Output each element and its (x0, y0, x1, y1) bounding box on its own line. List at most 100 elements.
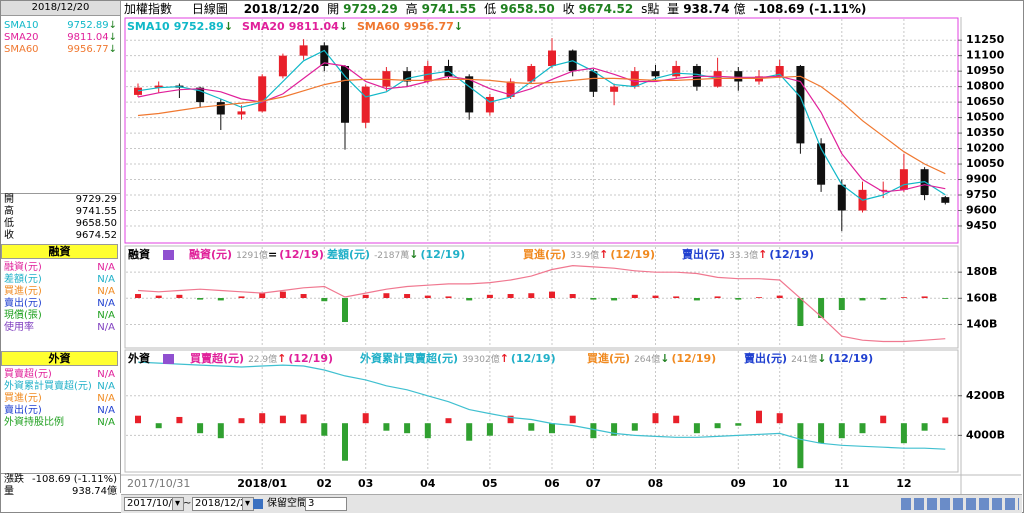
y-tick-label: 10650 (966, 95, 1005, 108)
bar (921, 423, 928, 431)
candle-body (361, 86, 370, 123)
x-tick-label: 12 (896, 477, 911, 490)
close-label: 收 (562, 2, 575, 16)
start-date[interactable]: 2017/10/31 (124, 497, 185, 511)
legend-value: 1291億 (236, 249, 268, 261)
bar (238, 418, 245, 424)
value: 9674.52 (75, 230, 117, 241)
legend-entry: 外資累計買賣超(元) 39302億↑ (12/19) (359, 351, 556, 365)
legend-date: (12/19) (610, 248, 655, 261)
trend: ↓ (339, 20, 348, 33)
sma-value: 9811.04↓ (67, 32, 117, 44)
bar (900, 297, 907, 299)
legend-entry: SMA60 9956.77↓ (357, 20, 463, 33)
value: N/A (97, 310, 115, 321)
trend: ↑ (277, 352, 286, 365)
date: 2018/12/20 (243, 2, 320, 16)
info-row: 買進(元) N/A (1, 286, 118, 298)
candle-body (941, 197, 950, 203)
value: N/A (97, 322, 115, 333)
series-line (137, 62, 946, 193)
margin-section: 融資 融資(元) N/A 差額(元) N/A 買進(元) N/A 賣出(元) N/A 現償(張) N… (1, 244, 118, 334)
trend: ↓ (817, 352, 826, 365)
panel-label: 融資 (128, 247, 150, 261)
value: -108.69 (-1.11%) (32, 474, 117, 485)
label: 高 (4, 206, 14, 217)
y-tick-label: 10050 (966, 157, 1005, 170)
bar (714, 423, 721, 429)
label: 買賣超(元) (4, 369, 52, 380)
value: 9741.55 (75, 206, 117, 217)
candle-body (341, 65, 349, 123)
bar (404, 423, 411, 434)
y-tick-label: 10500 (966, 111, 1005, 124)
value: N/A (97, 405, 115, 416)
info-row: 買進(元) N/A (1, 393, 118, 405)
legend-date: (12/19) (769, 248, 814, 261)
unit: s點 (641, 2, 660, 16)
bar (507, 415, 514, 424)
legend-name: 外資累計買賣超(元) (359, 351, 458, 365)
bar (383, 293, 390, 299)
volume-label: 量 (667, 2, 680, 16)
info-row: 買賣超(元) N/A (1, 369, 118, 381)
series-line (137, 75, 946, 175)
y-tick-label: 10800 (966, 80, 1005, 93)
reserve-input[interactable]: 3 (305, 497, 347, 511)
value: N/A (97, 381, 115, 392)
candle-body (154, 85, 163, 88)
bar (486, 294, 493, 299)
series-line (137, 264, 946, 343)
end-date[interactable]: 2018/12/20 (192, 497, 253, 511)
y-tick-label: 9450 (966, 219, 997, 232)
bar (942, 417, 949, 424)
x-tick-label: 08 (648, 477, 663, 490)
legend-value: 39302億 (462, 353, 500, 365)
legend-entry: SMA20 9811.04↓ (242, 20, 348, 33)
value: N/A (97, 417, 115, 428)
trend: = (268, 248, 277, 261)
candle-body (589, 71, 598, 92)
legend-value: -2187萬 (374, 249, 409, 261)
legend-date: (12/19) (288, 352, 333, 365)
legend-value: 33.9億 (570, 249, 599, 261)
bar (838, 423, 845, 439)
tool-icons[interactable] (901, 498, 1019, 510)
y-tick-label: 9900 (966, 173, 997, 186)
high-label: 高 (405, 2, 418, 16)
volume: 938.74 (683, 2, 730, 16)
open-label: 開 (327, 2, 340, 16)
candle-body (506, 81, 515, 97)
y-tick-label: 160B (966, 291, 997, 304)
chart: 9450 9600 9750 9900 10050 10200 10350 10500 1065… (121, 17, 1021, 494)
bar (673, 296, 680, 299)
bar (631, 423, 638, 431)
series-line (137, 361, 946, 450)
bar (155, 295, 162, 299)
bar (279, 291, 286, 299)
legend-date: (12/19) (511, 352, 556, 365)
trend: ↑ (500, 352, 509, 365)
bar (942, 298, 949, 299)
legend-date: (12/19) (420, 248, 465, 261)
value: N/A (97, 274, 115, 285)
dropdown[interactable]: ▾ (172, 497, 184, 511)
y-tick-label: 9600 (966, 203, 997, 216)
info-row: 使用率 N/A (1, 322, 118, 334)
low: 9658.50 (500, 2, 555, 16)
icon[interactable] (253, 499, 263, 509)
x-tick-label: 02 (317, 477, 332, 490)
legend-value: 22.9億 (248, 353, 277, 365)
legend-date: (12/19) (671, 352, 716, 365)
label: 收 (4, 230, 14, 241)
legend-name: 買進(元) (523, 247, 566, 261)
bar (611, 423, 618, 436)
bar (176, 294, 183, 299)
trend: ↓ (108, 44, 117, 55)
bar (818, 298, 825, 319)
y-tick-label: 4200B (966, 389, 1005, 402)
instrument: 加權指數 (124, 2, 173, 16)
bar (321, 423, 328, 436)
period: 日線圖 (191, 2, 228, 16)
y-tick-label: 11100 (966, 49, 1005, 62)
